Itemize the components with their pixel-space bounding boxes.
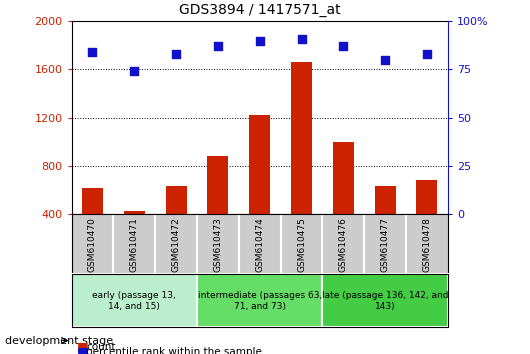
Text: early (passage 13,
14, and 15): early (passage 13, 14, and 15) xyxy=(92,291,176,310)
Bar xyxy=(291,62,312,214)
Point xyxy=(88,49,96,55)
Point xyxy=(172,51,180,57)
Point xyxy=(339,44,348,49)
Text: GSM610471: GSM610471 xyxy=(130,217,139,272)
Point xyxy=(255,38,264,43)
Text: GSM610477: GSM610477 xyxy=(381,217,390,272)
Text: percentile rank within the sample: percentile rank within the sample xyxy=(86,347,262,354)
Text: GSM610472: GSM610472 xyxy=(172,217,181,272)
Text: intermediate (passages 63,
71, and 73): intermediate (passages 63, 71, and 73) xyxy=(198,291,322,310)
Text: GSM610475: GSM610475 xyxy=(297,217,306,272)
Bar xyxy=(375,186,395,214)
Text: GSM610478: GSM610478 xyxy=(422,217,431,272)
Text: late (passage 136, 142, and
143): late (passage 136, 142, and 143) xyxy=(322,291,448,310)
Bar xyxy=(197,274,322,327)
Bar xyxy=(124,211,145,214)
Text: GSM610476: GSM610476 xyxy=(339,217,348,272)
Title: GDS3894 / 1417571_at: GDS3894 / 1417571_at xyxy=(179,4,340,17)
Point xyxy=(423,51,431,57)
Text: development stage: development stage xyxy=(5,336,113,346)
Bar xyxy=(82,188,103,214)
Text: count: count xyxy=(86,342,116,352)
Bar xyxy=(333,142,354,214)
Point xyxy=(214,44,222,49)
Point xyxy=(130,69,138,74)
Text: ■: ■ xyxy=(77,341,89,353)
Bar xyxy=(207,156,228,214)
Point xyxy=(381,57,390,63)
Bar xyxy=(417,181,437,214)
Text: GSM610474: GSM610474 xyxy=(255,217,264,272)
Text: ■: ■ xyxy=(77,345,89,354)
Text: GSM610470: GSM610470 xyxy=(88,217,97,272)
Bar xyxy=(72,274,197,327)
Bar xyxy=(249,115,270,214)
Text: GSM610473: GSM610473 xyxy=(214,217,223,272)
Bar xyxy=(322,274,448,327)
Bar xyxy=(165,186,187,214)
Point xyxy=(297,36,306,41)
